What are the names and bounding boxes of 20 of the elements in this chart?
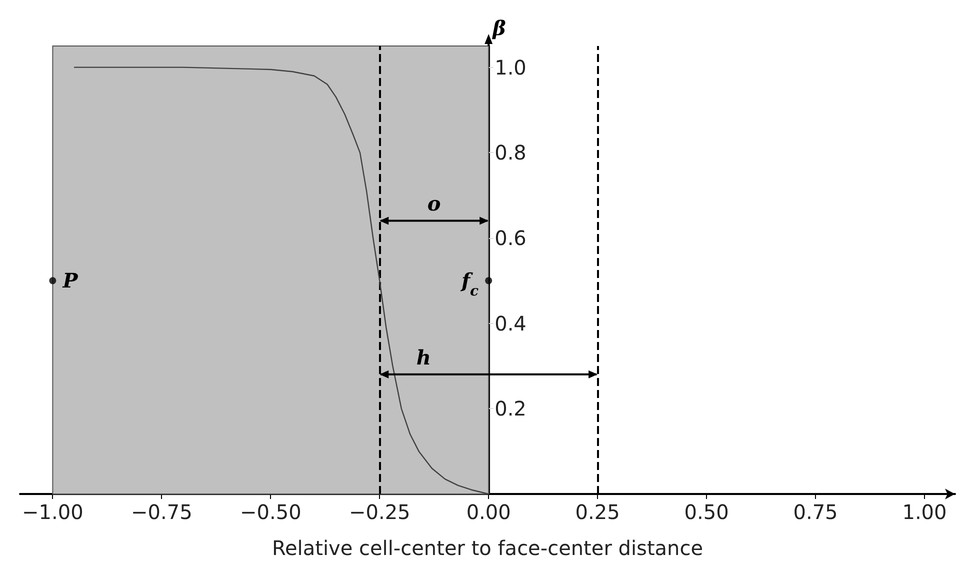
x-tick-label: −0.75 (131, 500, 192, 524)
y-tick-label: 1.0 (494, 55, 526, 80)
x-tick-label: 0.25 (575, 500, 620, 524)
annotation: o (427, 192, 441, 216)
annotation: P (62, 268, 79, 293)
annotation: f$_{c}$ (459, 268, 480, 300)
annotation: h (416, 345, 431, 370)
x-tick-label: −0.25 (348, 500, 410, 524)
x-tick-label: −1.00 (22, 500, 84, 524)
y-tick-label: 0.4 (494, 311, 526, 336)
x-tick-label: 0.00 (466, 500, 511, 524)
y-tick-label: 0.6 (494, 226, 526, 250)
x-axis-title: Relative cell-center to face-center distance (272, 536, 704, 560)
y-tick-label: 0.2 (494, 396, 526, 421)
y-axis-title: β (492, 16, 506, 40)
x-tick-label: 0.50 (684, 500, 729, 524)
x-tick-label: 1.00 (902, 500, 947, 524)
y-tick-label: 0.8 (494, 140, 526, 165)
x-tick-label: −0.50 (240, 500, 302, 524)
x-tick-label: 0.75 (793, 500, 838, 524)
